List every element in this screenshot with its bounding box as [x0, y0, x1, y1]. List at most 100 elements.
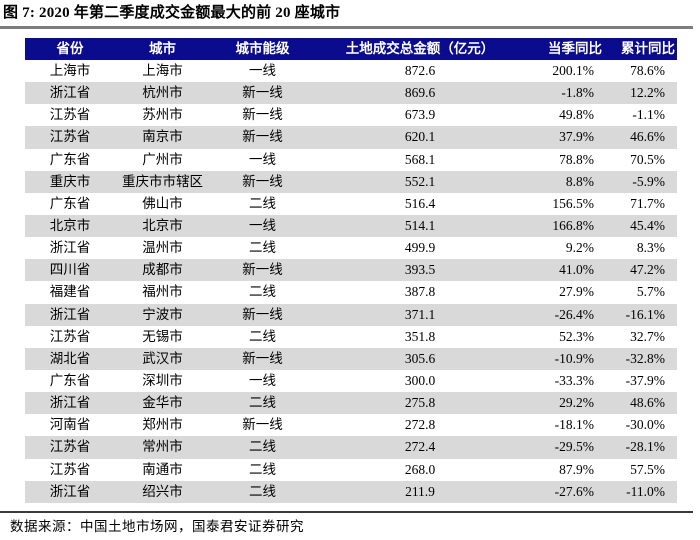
cell-total-amount: 272.4: [404, 439, 436, 455]
cell-city-tier: 二线: [249, 328, 276, 344]
cell-province: 福建省: [49, 284, 91, 300]
table-row: 四川省 成都市 新一线 393.5 41.0% 47.2%: [25, 259, 677, 282]
cell-total-amount: 371.1: [404, 306, 436, 322]
cell-qoq-yoy: 29.2%: [559, 395, 594, 411]
table-row: 浙江省 杭州市 新一线 869.6 -1.8% 12.2%: [25, 82, 677, 105]
cell-total-amount: 268.0: [404, 461, 436, 477]
cell-cumulative-yoy: -37.9%: [625, 372, 665, 388]
cell-city: 上海市: [142, 63, 183, 78]
cell-province: 上海市: [49, 63, 91, 78]
cell-cumulative-yoy: -1.1%: [632, 107, 665, 123]
cell-total-amount: 300.0: [404, 372, 436, 388]
cell-city: 深圳市: [142, 372, 183, 388]
cell-cumulative-yoy: -11.0%: [626, 483, 665, 499]
cell-cumulative-yoy: 32.7%: [630, 328, 665, 344]
cell-province: 浙江省: [49, 306, 91, 322]
table-row: 广东省 广州市 一线 568.1 78.8% 70.5%: [25, 149, 677, 171]
cell-city: 成都市: [142, 262, 183, 278]
cell-city: 福州市: [142, 284, 183, 300]
cell-city: 佛山市: [142, 195, 183, 211]
cell-city-tier: 新一线: [242, 350, 283, 366]
footer-rule: [0, 511, 693, 513]
cell-city-tier: 新一线: [242, 262, 283, 278]
cell-province: 江苏省: [49, 461, 91, 477]
cell-total-amount: 869.6: [404, 85, 436, 101]
table-row: 浙江省 绍兴市 二线 211.9 -27.6% -11.0%: [25, 480, 677, 503]
col-header-city: 城市: [149, 41, 176, 56]
cell-province: 浙江省: [49, 395, 91, 411]
cell-city: 金华市: [142, 395, 183, 411]
cell-city: 广州市: [142, 151, 183, 167]
cell-total-amount: 305.6: [404, 350, 436, 366]
table-row: 江苏省 南通市 二线 268.0 87.9% 57.5%: [25, 459, 677, 481]
table-row: 江苏省 无锡市 二线 351.8 52.3% 32.7%: [25, 326, 677, 348]
table-row: 浙江省 宁波市 新一线 371.1 -26.4% -16.1%: [25, 303, 677, 326]
cell-total-amount: 516.4: [404, 195, 436, 211]
col-header-qoq-yoy: 当季同比: [548, 41, 602, 56]
cell-cumulative-yoy: -16.1%: [625, 306, 665, 322]
cell-city-tier: 一线: [249, 151, 276, 167]
cell-qoq-yoy: 37.9%: [559, 129, 594, 145]
cell-city-tier: 新一线: [242, 129, 283, 145]
cell-cumulative-yoy: 46.6%: [630, 129, 665, 145]
table-row: 湖北省 武汉市 新一线 305.6 -10.9% -32.8%: [25, 347, 677, 370]
cell-city: 无锡市: [142, 328, 183, 344]
cell-city-tier: 二线: [249, 395, 276, 411]
cell-qoq-yoy: -26.4%: [554, 306, 594, 322]
cell-city: 北京市: [142, 217, 183, 233]
table-row: 重庆市 重庆市市辖区 新一线 552.1 8.8% -5.9%: [25, 170, 677, 193]
cell-city: 宁波市: [142, 306, 183, 322]
cell-province: 浙江省: [49, 483, 91, 499]
cell-city-tier: 新一线: [242, 85, 283, 101]
col-header-city-tier: 城市能级: [235, 41, 290, 56]
source-note: 数据来源：中国土地市场网，国泰君安证券研究: [10, 519, 304, 534]
cell-city: 郑州市: [142, 417, 183, 433]
cell-city: 常州市: [142, 439, 183, 455]
cell-city: 重庆市市辖区: [122, 173, 203, 189]
cell-cumulative-yoy: 70.5%: [630, 151, 665, 167]
table-row: 广东省 佛山市 二线 516.4 156.5% 71.7%: [25, 193, 677, 215]
cell-province: 湖北省: [49, 350, 91, 366]
cell-qoq-yoy: 200.1%: [552, 63, 594, 78]
cell-province: 河南省: [49, 417, 91, 433]
table-row: 北京市 北京市 一线 514.1 166.8% 45.4%: [25, 214, 677, 238]
cell-city-tier: 一线: [249, 372, 276, 388]
cell-qoq-yoy: 87.9%: [559, 461, 594, 477]
cell-total-amount: 872.6: [404, 63, 436, 78]
table-header-row: 省份 城市 城市能级 土地成交总金额（亿元） 当季同比 累计同比: [25, 38, 677, 60]
cell-city-tier: 二线: [249, 461, 276, 477]
cell-total-amount: 620.1: [404, 129, 436, 145]
cell-total-amount: 275.8: [404, 395, 436, 411]
table-row: 江苏省 南京市 新一线 620.1 37.9% 46.6%: [25, 126, 677, 149]
cell-total-amount: 211.9: [405, 483, 435, 499]
cell-city: 南通市: [142, 461, 183, 477]
cell-city: 南京市: [142, 129, 183, 145]
cell-total-amount: 514.1: [404, 217, 436, 233]
table-row: 浙江省 金华市 二线 275.8 29.2% 48.6%: [25, 392, 677, 415]
cell-cumulative-yoy: -30.0%: [625, 417, 665, 433]
title-rule: [0, 26, 693, 29]
cell-province: 重庆市: [49, 173, 91, 189]
cell-province: 北京市: [49, 217, 91, 233]
cell-qoq-yoy: -29.5%: [554, 439, 594, 455]
cell-qoq-yoy: -1.8%: [561, 85, 594, 101]
cell-qoq-yoy: -27.6%: [554, 483, 594, 499]
cell-qoq-yoy: -33.3%: [554, 372, 594, 388]
cell-province: 浙江省: [49, 85, 91, 101]
cell-province: 江苏省: [49, 439, 91, 455]
cell-cumulative-yoy: -32.8%: [625, 350, 665, 366]
cell-province: 江苏省: [49, 328, 91, 344]
cell-province: 广东省: [49, 195, 91, 211]
table-row: 江苏省 常州市 二线 272.4 -29.5% -28.1%: [25, 436, 677, 459]
cell-total-amount: 673.9: [404, 107, 436, 123]
cell-cumulative-yoy: 5.7%: [636, 284, 665, 300]
cell-total-amount: 272.8: [404, 417, 436, 433]
cell-total-amount: 568.1: [404, 151, 436, 167]
cell-cumulative-yoy: 48.6%: [630, 395, 665, 411]
cell-province: 江苏省: [49, 107, 91, 123]
table-row: 江苏省 苏州市 新一线 673.9 49.8% -1.1%: [25, 104, 677, 126]
cell-total-amount: 351.8: [404, 328, 436, 344]
cell-city-tier: 二线: [249, 240, 276, 256]
cell-city-tier: 新一线: [242, 417, 283, 433]
